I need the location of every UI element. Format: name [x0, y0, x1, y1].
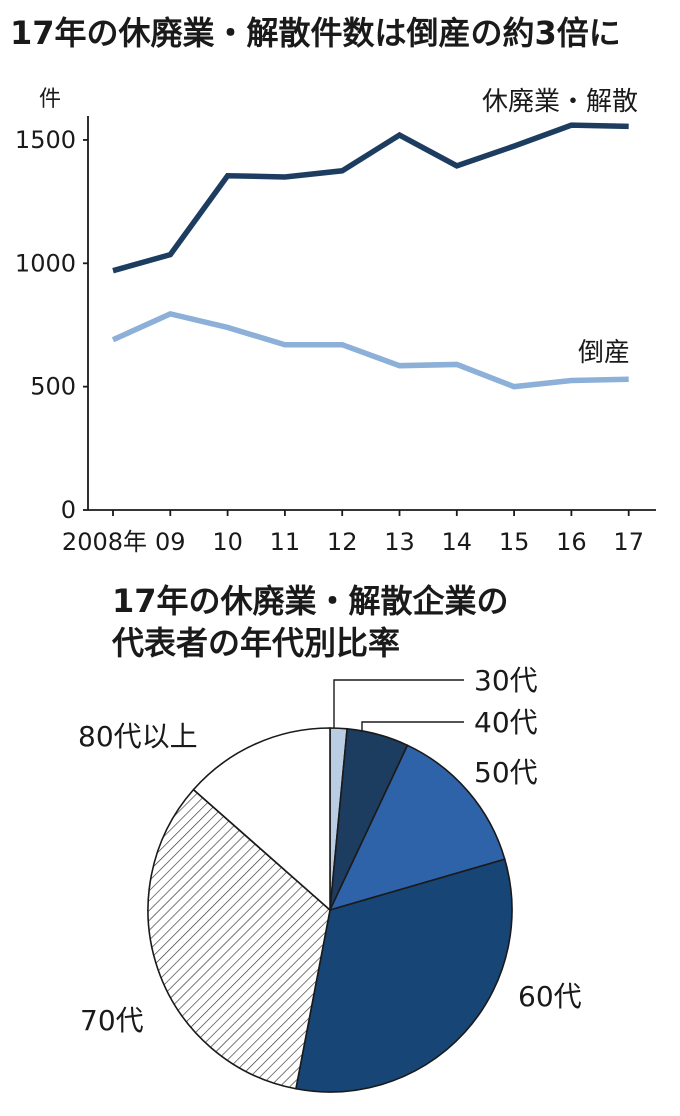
x-tick-label: 17	[613, 528, 644, 556]
pie-slice-2	[328, 744, 506, 912]
pie-label-5: 80代以上	[78, 720, 198, 753]
y-axis-unit-label: 件	[39, 87, 61, 112]
pie-label-2: 50代	[474, 756, 538, 789]
pie-label-0: 30代	[474, 664, 538, 697]
y-tick-label: 1500	[15, 126, 76, 154]
pie-chart-title-line-2: 代表者の年代別比率	[111, 624, 400, 662]
line-chart-title: 17年の休廃業・解散件数は倒産の約3倍に	[10, 14, 621, 52]
x-tick-label: 10	[212, 528, 243, 556]
x-tick-label: 11	[270, 528, 301, 556]
x-tick-label: 16	[556, 528, 587, 556]
series-line-1	[111, 310, 629, 390]
leader-line-40	[361, 721, 464, 732]
pie-slice-5	[192, 727, 331, 912]
x-tick-label: 2008年	[62, 528, 147, 556]
x-tick-label: 14	[442, 528, 473, 556]
pie-chart	[147, 727, 513, 1093]
pie-slice-3	[294, 858, 513, 1093]
series-line-0	[112, 122, 629, 274]
pie-chart-title-line-1: 17年の休廃業・解散企業の	[112, 582, 509, 620]
pie-label-3: 60代	[518, 980, 582, 1013]
pie-chart-labels: 30代 40代 50代 60代 70代 80代以上	[78, 664, 582, 1037]
line-chart-axes: 0 500 1000 1500 2008年 09 10 11 12 13 14 15 16 17	[15, 116, 656, 556]
x-tick-label: 15	[499, 528, 530, 556]
y-tick-label: 0	[61, 496, 76, 524]
pie-slice-4	[147, 788, 331, 1090]
x-tick-label: 09	[155, 528, 186, 556]
pie-label-1: 40代	[474, 706, 538, 739]
y-tick-label: 1000	[15, 249, 76, 277]
pie-label-4: 70代	[80, 1004, 144, 1037]
x-tick-label: 13	[384, 528, 415, 556]
x-tick-label: 12	[327, 528, 358, 556]
line-chart-series	[111, 122, 629, 390]
y-tick-label: 500	[30, 373, 76, 401]
series-label-tosan: 倒産	[578, 338, 630, 368]
leader-line-30	[333, 679, 464, 728]
series-label-haigyo: 休廃業・解散	[482, 87, 638, 117]
